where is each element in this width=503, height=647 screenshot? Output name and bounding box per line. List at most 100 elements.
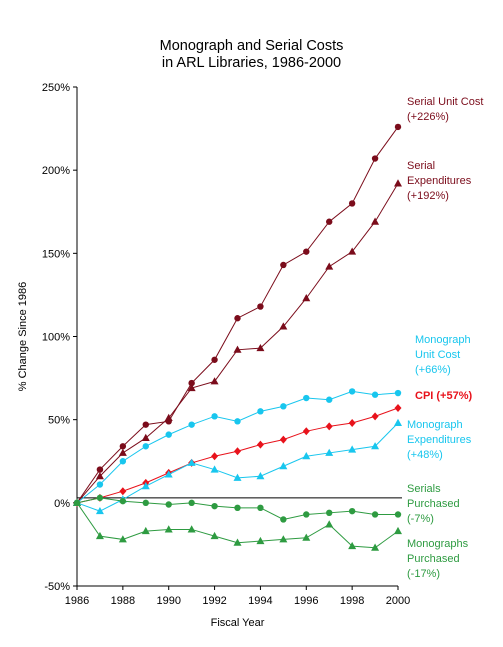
data-point: [188, 421, 195, 428]
data-point: [302, 294, 311, 302]
y-tick-label: 250%: [42, 82, 70, 94]
data-point: [302, 427, 310, 436]
data-point: [371, 442, 380, 450]
data-point: [325, 448, 334, 456]
data-point: [256, 343, 265, 352]
data-point: [164, 525, 173, 533]
data-point: [141, 482, 150, 490]
data-point: [73, 498, 81, 506]
data-point: [394, 123, 402, 131]
data-point: [348, 418, 356, 427]
data-point: [95, 531, 104, 540]
data-point: [394, 511, 402, 518]
data-point: [303, 511, 310, 518]
data-point: [187, 525, 196, 533]
data-point: [325, 520, 334, 528]
data-point: [188, 499, 195, 507]
data-point: [142, 499, 149, 507]
data-point: [325, 262, 334, 270]
data-point: [233, 538, 242, 546]
data-point: [279, 322, 288, 330]
data-point: [326, 509, 333, 517]
data-point: [371, 217, 380, 225]
x-tick-label: 1986: [65, 595, 89, 607]
data-point: [211, 502, 218, 510]
data-point: [371, 511, 379, 518]
data-point: [348, 200, 356, 207]
x-tick-label: 1994: [248, 595, 272, 607]
data-point: [95, 472, 104, 480]
data-point: [118, 535, 127, 543]
data-point: [348, 445, 357, 453]
series-label-6: Monographs: [407, 538, 469, 550]
series-label-4: (+48%): [407, 449, 443, 461]
data-point: [142, 443, 149, 450]
series-label-1: (+192%): [407, 190, 449, 202]
series-label-2: (+66%): [415, 364, 451, 376]
data-point: [326, 396, 333, 403]
x-tick-label: 2000: [386, 595, 410, 607]
data-point: [303, 394, 310, 402]
series-label-4: Expenditures: [407, 434, 472, 446]
data-point: [326, 218, 333, 225]
series-label-5: (-7%): [407, 513, 434, 525]
data-point: [188, 379, 195, 387]
data-point: [210, 377, 219, 385]
data-point: [141, 526, 150, 535]
data-point: [118, 448, 127, 456]
data-point: [234, 447, 241, 456]
data-point: [119, 487, 127, 496]
data-point: [233, 345, 242, 353]
data-point: [280, 403, 287, 410]
data-point: [187, 458, 196, 466]
data-point: [165, 431, 172, 438]
x-tick-label: 1996: [294, 595, 318, 607]
data-point: [211, 452, 219, 461]
data-point: [211, 413, 218, 420]
data-point: [256, 536, 265, 545]
data-point: [371, 155, 379, 162]
y-axis-label: % Change Since 1986: [17, 282, 29, 391]
data-point: [234, 315, 241, 322]
data-point: [280, 516, 287, 523]
data-point: [279, 535, 288, 543]
data-point: [302, 452, 311, 460]
data-point: [279, 462, 288, 470]
series-label-0: Serial Unit Cost: [407, 96, 483, 108]
data-point: [348, 541, 357, 550]
y-tick-label: -50%: [44, 581, 70, 593]
data-point: [210, 531, 219, 540]
data-point: [234, 504, 241, 512]
data-point: [141, 433, 150, 441]
data-point: [233, 473, 242, 481]
data-point: [348, 247, 357, 255]
data-point: [142, 421, 149, 428]
data-point: [280, 261, 287, 269]
data-point: [165, 501, 172, 508]
x-axis-label: Fiscal Year: [211, 617, 265, 629]
data-point: [119, 497, 127, 505]
data-point: [257, 504, 264, 512]
chart-title-line-1: Monograph and Serial Costs: [159, 38, 344, 54]
series-label-1: Expenditures: [407, 175, 472, 187]
data-point: [257, 408, 264, 415]
data-point: [394, 526, 402, 535]
data-point: [96, 466, 104, 473]
data-point: [95, 506, 104, 515]
series-label-5: Serials: [407, 483, 441, 495]
y-tick-label: 100%: [42, 332, 70, 344]
series-label-2: Monograph: [415, 334, 471, 346]
y-tick-label: 150%: [42, 248, 70, 260]
series-label-2: Unit Cost: [415, 349, 460, 361]
data-point: [302, 533, 311, 541]
series-label-6: Purchased: [407, 553, 460, 565]
x-tick-label: 1998: [340, 595, 364, 607]
data-point: [187, 383, 196, 392]
data-point: [303, 248, 310, 255]
series-label-3: CPI (+57%): [415, 390, 472, 402]
data-point: [279, 435, 287, 444]
x-tick-label: 1990: [156, 595, 180, 607]
y-tick-label: 50%: [48, 415, 70, 427]
data-point: [256, 440, 264, 449]
series-label-5: Purchased: [407, 498, 460, 510]
